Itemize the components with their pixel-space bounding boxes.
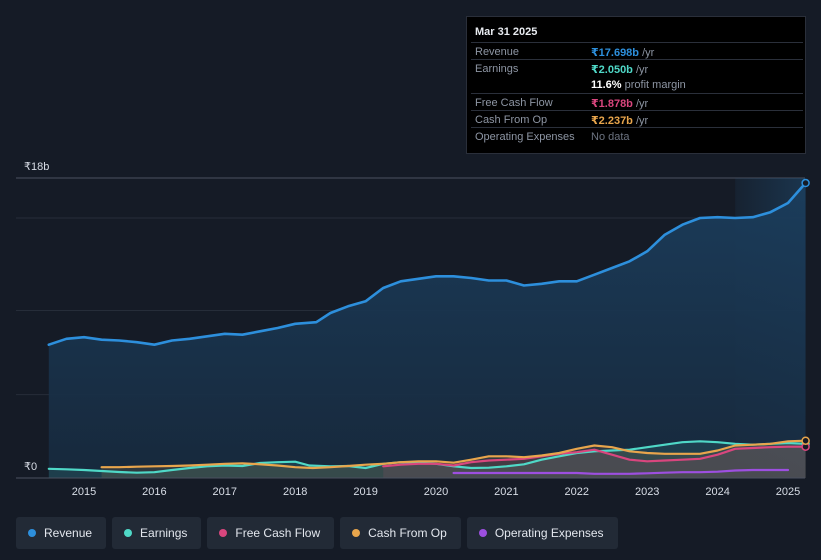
x-axis-label: 2023 bbox=[635, 486, 659, 498]
cash-from-op-area bbox=[101, 440, 806, 478]
legend-dot-icon bbox=[219, 529, 228, 537]
legend-label: Revenue bbox=[44, 526, 93, 540]
tooltip-value-number: ₹2.050b bbox=[591, 64, 633, 76]
tooltip-row: Cash From Op ₹2.237b /yr bbox=[471, 110, 803, 128]
tooltip-row-label: Operating Expenses bbox=[475, 131, 575, 143]
tooltip-value-number: ₹2.237b bbox=[591, 115, 633, 127]
legend-label: Free Cash Flow bbox=[235, 526, 321, 540]
tooltip-row-value: ₹2.050b /yr bbox=[591, 63, 648, 76]
cash-from-op-end-point bbox=[801, 436, 810, 445]
x-axis-label: 2025 bbox=[776, 486, 800, 498]
revenue-end-point bbox=[801, 178, 810, 188]
cash-from-op-line bbox=[100, 439, 807, 470]
tooltip-value-number: 11.6% bbox=[591, 79, 622, 91]
x-axis-label: 2020 bbox=[424, 486, 448, 498]
legend-item-earnings[interactable]: Earnings bbox=[112, 517, 202, 549]
tooltip-row: 11.6% profit margin bbox=[471, 76, 803, 93]
x-axis-label: 2018 bbox=[283, 486, 307, 498]
legend-item-operating-expenses[interactable]: Operating Expenses bbox=[466, 517, 618, 549]
x-axis-label: 2019 bbox=[353, 486, 377, 498]
tooltip-row: Earnings ₹2.050b /yr bbox=[471, 59, 803, 77]
tooltip-row-value: No data bbox=[591, 131, 630, 143]
tooltip-panel: Mar 31 2025 Revenue ₹17.698b /yr Earnings ₹… bbox=[466, 16, 806, 154]
tooltip-row-label: Free Cash Flow bbox=[475, 97, 553, 109]
tooltip-value-unit: profit margin bbox=[621, 79, 686, 91]
legend-item-free-cash-flow[interactable]: Free Cash Flow bbox=[207, 517, 335, 549]
tooltip-value-unit: /yr bbox=[632, 64, 649, 76]
revenue-area bbox=[48, 183, 806, 478]
legend-item-cash-from-op[interactable]: Cash From Op bbox=[340, 517, 461, 549]
legend-dot-icon bbox=[352, 529, 361, 537]
tooltip-row: Free Cash Flow ₹1.878b /yr bbox=[471, 93, 803, 111]
legend-dot-icon bbox=[28, 529, 36, 537]
legend-label: Earnings bbox=[140, 526, 188, 540]
financial-chart: ₹18b ₹0 2015 2016 2017 2018 2019 2020 2021 2022 20… bbox=[16, 161, 810, 498]
tooltip-row-value: ₹17.698b /yr bbox=[591, 46, 654, 59]
tooltip-value-unit: /yr bbox=[632, 115, 649, 127]
legend-label: Cash From Op bbox=[368, 526, 447, 540]
tooltip-value-unit: /yr bbox=[632, 98, 649, 110]
tooltip-row: Revenue ₹17.698b /yr bbox=[471, 42, 803, 60]
tooltip-date: Mar 31 2025 bbox=[475, 26, 538, 38]
tooltip-value-number: No data bbox=[591, 131, 630, 143]
tooltip-value-unit: /yr bbox=[639, 47, 655, 59]
legend-label: Operating Expenses bbox=[494, 526, 604, 540]
tooltip-row-value: ₹2.237b /yr bbox=[591, 114, 648, 127]
tooltip-row-value: ₹1.878b /yr bbox=[591, 97, 648, 110]
chart-legend: Revenue Earnings Free Cash Flow Cash From O… bbox=[16, 517, 618, 549]
x-axis-label: 2021 bbox=[494, 486, 518, 498]
tooltip-row-label: Revenue bbox=[475, 46, 520, 58]
y-axis-label: ₹18b bbox=[24, 161, 49, 173]
y-axis-label: ₹0 bbox=[24, 461, 37, 473]
x-axis-label: 2015 bbox=[72, 486, 96, 498]
operating-expenses-line bbox=[452, 468, 790, 475]
x-axis-label: 2022 bbox=[565, 486, 589, 498]
tooltip-row-label: Cash From Op bbox=[475, 114, 548, 126]
tooltip-row-label: Earnings bbox=[475, 63, 519, 75]
x-axis-label: 2017 bbox=[213, 486, 237, 498]
x-axis-label: 2016 bbox=[142, 486, 166, 498]
x-axis-label: 2024 bbox=[705, 486, 729, 498]
tooltip-value-number: ₹17.698b bbox=[591, 47, 640, 59]
tooltip-row: Operating Expenses No data bbox=[471, 127, 803, 145]
tooltip-value-number: ₹1.878b bbox=[591, 98, 633, 110]
revenue-line bbox=[47, 181, 807, 346]
legend-dot-icon bbox=[124, 529, 133, 537]
tooltip-row-value: 11.6% profit margin bbox=[591, 79, 686, 91]
legend-dot-icon bbox=[478, 529, 487, 537]
legend-item-revenue[interactable]: Revenue bbox=[16, 517, 107, 549]
free-cash-flow-area bbox=[383, 446, 806, 478]
free-cash-flow-line bbox=[382, 445, 807, 468]
